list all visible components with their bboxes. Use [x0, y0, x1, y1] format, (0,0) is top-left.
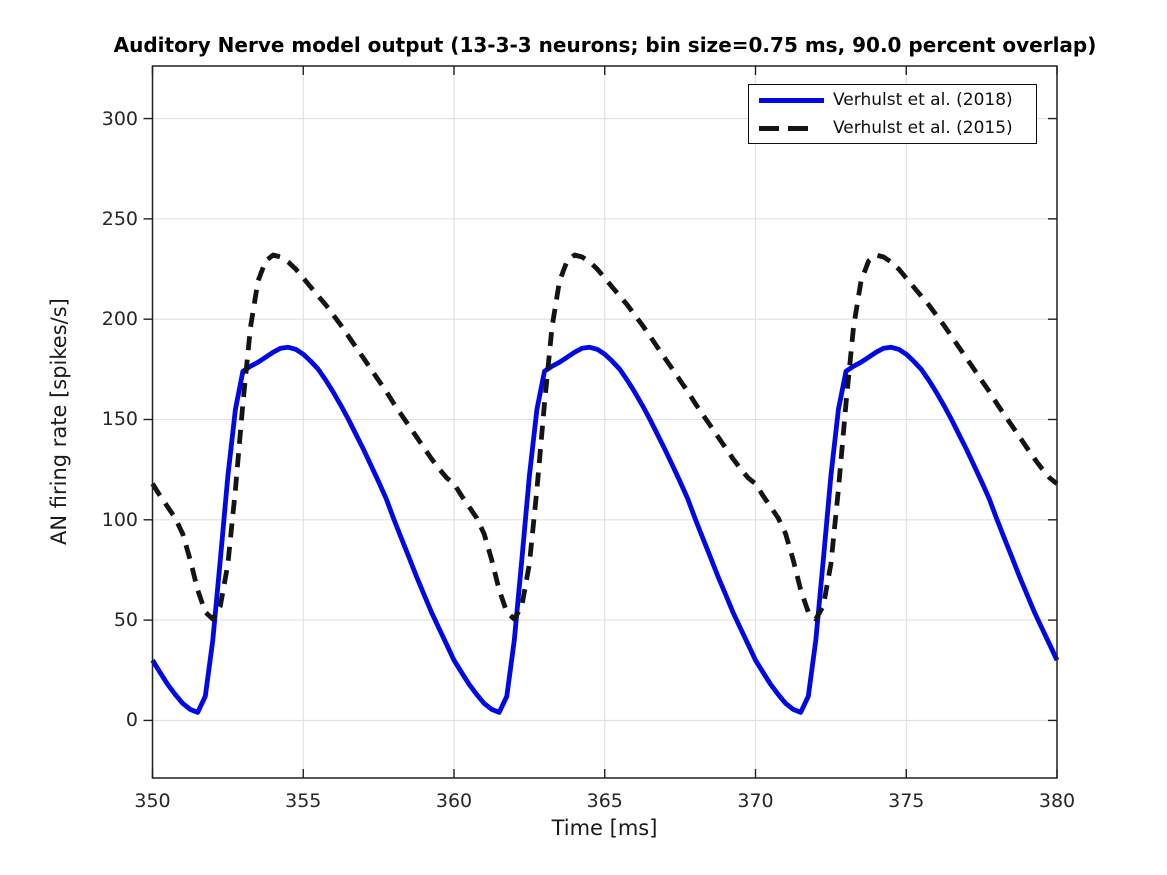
legend-line-sample-solid — [759, 97, 824, 103]
y-tick-label: 250 — [101, 207, 138, 230]
y-tick-label: 0 — [125, 709, 138, 732]
y-tick-label: 300 — [101, 107, 138, 130]
x-tick-label: 355 — [285, 790, 322, 812]
y-tick-label: 50 — [113, 609, 138, 632]
y-tick-label: 200 — [101, 308, 138, 331]
legend: Verhulst et al. (2018) Verhulst et al. (… — [748, 84, 1037, 144]
x-tick-label: 380 — [1038, 790, 1076, 812]
legend-line-sample-dashed — [759, 125, 824, 131]
x-tick-label: 370 — [737, 790, 774, 812]
legend-item: Verhulst et al. (2015) — [759, 114, 1036, 142]
x-tick-label: 375 — [888, 790, 925, 812]
x-tick-label: 365 — [586, 790, 623, 812]
chart-title: Auditory Nerve model output (13-3-3 neur… — [113, 33, 1097, 57]
x-tick-label: 360 — [435, 790, 473, 812]
axes-box — [151, 65, 1058, 779]
series-line-solid — [150, 344, 1060, 715]
x-axis-label: Time [ms] — [551, 816, 658, 840]
legend-label: Verhulst et al. (2015) — [833, 118, 1013, 138]
y-tick-label: 150 — [101, 408, 138, 431]
x-tick-label: 350 — [134, 790, 171, 812]
legend-label: Verhulst et al. (2018) — [833, 90, 1013, 110]
y-tick-label: 100 — [101, 508, 138, 531]
legend-item: Verhulst et al. (2018) — [759, 86, 1036, 114]
